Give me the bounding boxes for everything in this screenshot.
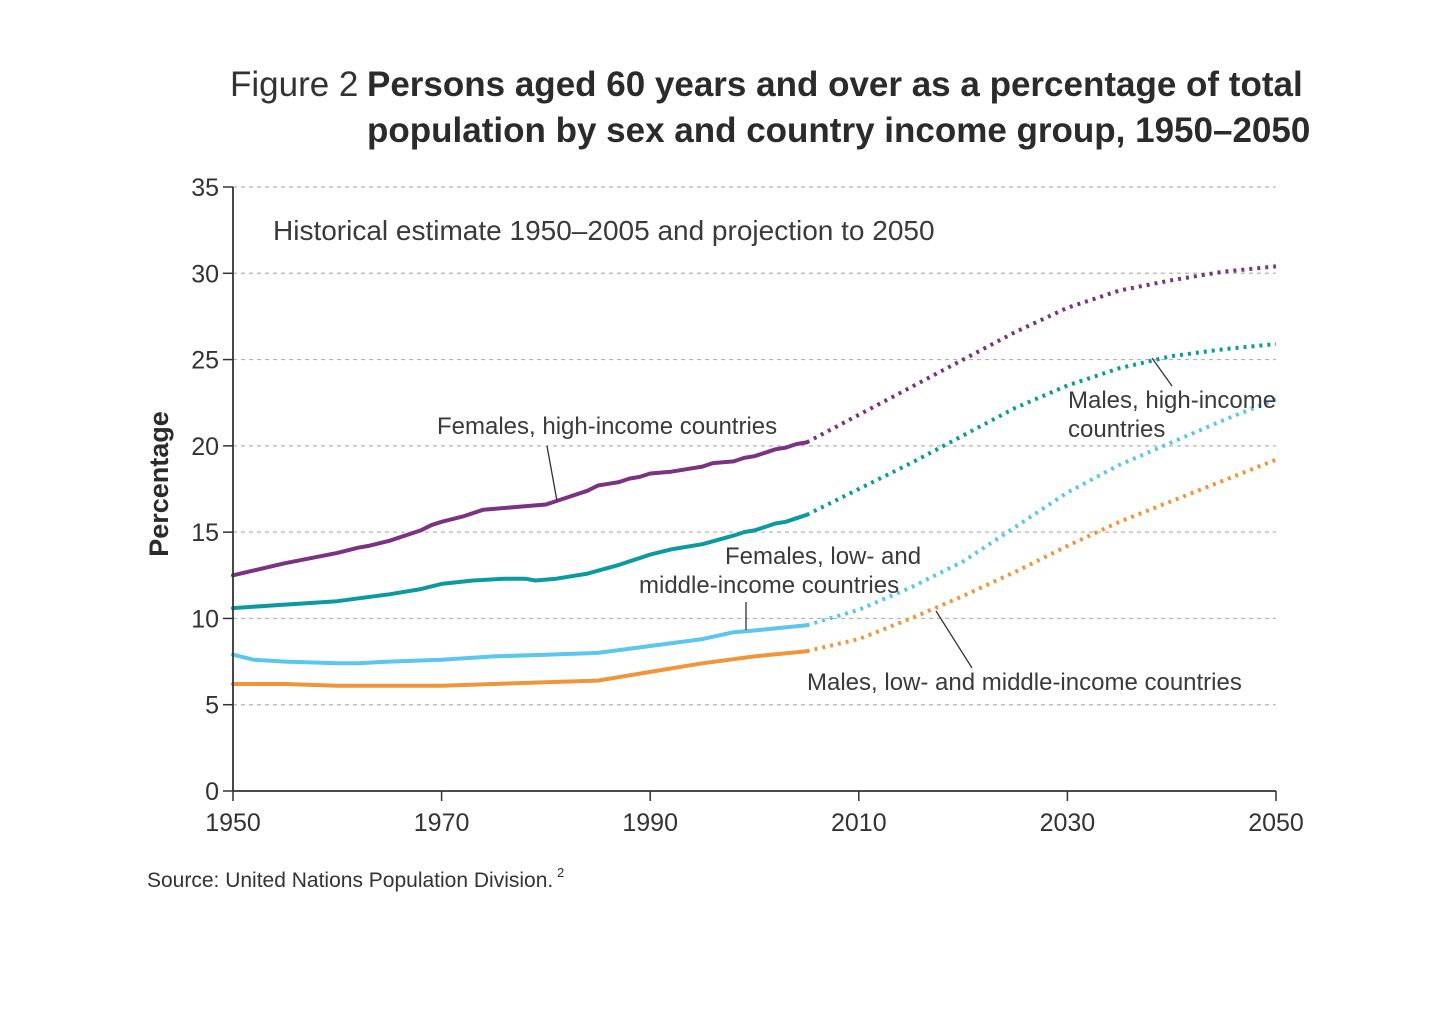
x-tick-label-2010: 2010 [831,809,887,837]
label-females-low-line2: middle-income countries [639,572,899,599]
x-tick-label-1970: 1970 [414,809,470,837]
series-3-projection-line [806,397,1277,628]
leader-females-high [546,445,558,502]
label-males-low: Males, low- and middle-income countries [807,669,1242,696]
figure-title-line1: Persons aged 60 years and over as a perc… [367,65,1303,104]
label-males-high-line1: Males, high-income [1068,387,1276,414]
y-tick-label-15: 15 [191,519,219,547]
x-tick-label-1990: 1990 [622,809,678,837]
label-females-low-line1: Females, low- and [725,543,921,570]
y-tick-label-35: 35 [191,174,219,202]
tick-labels: 0 5 10 15 20 25 30 35 1950 1970 1990 2010 2030 2050 [191,174,1304,837]
series-1-historical-line [231,440,809,578]
y-tick-label-30: 30 [191,260,219,288]
y-axis-label: Percentage [144,411,174,557]
x-tick-label-2050: 2050 [1248,809,1304,837]
y-tick-label-10: 10 [191,605,219,633]
source-note: Source: United Nations Population Divisi… [147,869,553,892]
y-tick-label-0: 0 [205,778,219,806]
leader-males-low [935,610,973,669]
figure-label: Figure 2 [230,65,358,104]
x-tick-label-1950: 1950 [205,809,261,837]
x-tick-label-2030: 2030 [1040,809,1096,837]
series-3-historical-line [231,623,809,666]
figure-title-line2: population by sex and country income gro… [367,111,1310,150]
leader-males-high [1151,357,1173,387]
series-4-projection-line [806,457,1277,654]
series-lines [231,264,1277,688]
gridlines [233,186,1276,706]
series-2-historical-line [231,512,809,611]
y-tick-label-25: 25 [191,347,219,375]
label-females-high: Females, high-income countries [437,413,777,440]
label-males-high-line2: countries [1068,416,1165,443]
series-4-historical-line [231,649,809,688]
y-tick-label-20: 20 [191,433,219,461]
series-1-projection-line [805,264,1277,445]
source-footnote-marker: 2 [557,865,564,880]
chart-subtitle: Historical estimate 1950–2005 and projec… [273,215,935,246]
y-tick-label-5: 5 [205,692,219,720]
series-2-projection-line [805,342,1277,517]
axes [223,186,1277,801]
